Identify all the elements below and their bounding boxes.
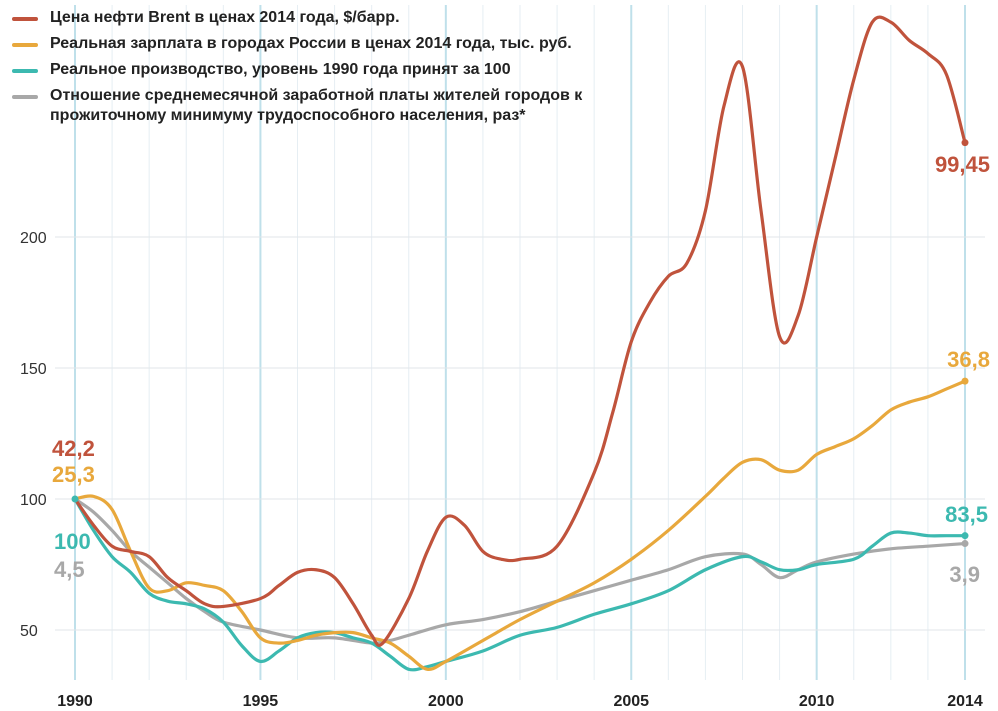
legend-swatch-oil-price xyxy=(12,17,38,21)
series-end-point-real-wage xyxy=(961,377,969,385)
chart-legend: Цена нефти Brent в ценах 2014 года, $/ба… xyxy=(12,8,652,132)
series-line-real-wage xyxy=(73,379,967,672)
x-tick-label: 2014 xyxy=(947,693,983,710)
value-labels: 42,2 99,45 25,3 36,8 100 83,5 4,5 3,9 xyxy=(52,152,990,587)
legend-label-wage-ratio: Отношение среднемесячной заработной плат… xyxy=(50,87,583,124)
legend-label-real-wage: Реальная зарплата в городах России в цен… xyxy=(50,35,572,52)
x-axis-ticks: 1990 1995 2000 2005 2010 2014 xyxy=(57,693,983,710)
series-start-point-production xyxy=(71,495,79,503)
series-end-point-oil-price xyxy=(961,139,969,147)
start-value-label-real-wage: 25,3 xyxy=(52,462,95,487)
end-value-label-real-wage: 36,8 xyxy=(947,347,990,372)
chart-grid xyxy=(55,5,985,680)
start-value-label-production: 100 xyxy=(54,529,91,554)
end-value-label-production: 83,5 xyxy=(945,502,988,527)
legend-item-oil-price: Цена нефти Brent в ценах 2014 года, $/ба… xyxy=(12,8,652,28)
y-tick-label: 150 xyxy=(20,361,47,378)
y-tick-label: 200 xyxy=(20,230,47,247)
y-tick-label: 100 xyxy=(20,492,47,509)
legend-swatch-wage-ratio xyxy=(12,95,38,99)
legend-swatch-production xyxy=(12,69,38,73)
legend-item-production: Реальное производство, уровень 1990 года… xyxy=(12,60,652,80)
legend-label-production: Реальное производство, уровень 1990 года… xyxy=(50,61,511,78)
legend-swatch-real-wage xyxy=(12,43,38,47)
x-tick-label: 2005 xyxy=(613,693,649,710)
start-value-label-oil-price: 42,2 xyxy=(52,436,95,461)
y-tick-label: 50 xyxy=(20,623,38,640)
legend-item-real-wage: Реальная зарплата в городах России в цен… xyxy=(12,34,652,54)
end-value-label-wage-ratio: 3,9 xyxy=(949,562,980,587)
legend-item-wage-ratio: Отношение среднемесячной заработной плат… xyxy=(12,86,652,126)
series-end-point-wage-ratio xyxy=(961,540,969,548)
x-tick-label: 2010 xyxy=(799,693,835,710)
chart-series xyxy=(71,15,969,672)
x-tick-label: 2000 xyxy=(428,693,464,710)
series-line-oil-price xyxy=(73,15,967,647)
series-line-production xyxy=(73,497,967,672)
x-tick-label: 1995 xyxy=(243,693,279,710)
y-axis-ticks: 50 100 150 200 xyxy=(20,230,47,640)
x-tick-label: 1990 xyxy=(57,693,93,710)
series-end-point-production xyxy=(961,532,969,540)
start-value-label-wage-ratio: 4,5 xyxy=(54,557,85,582)
end-value-label-oil-price: 99,45 xyxy=(935,152,990,177)
legend-label-oil-price: Цена нефти Brent в ценах 2014 года, $/ба… xyxy=(50,9,400,26)
